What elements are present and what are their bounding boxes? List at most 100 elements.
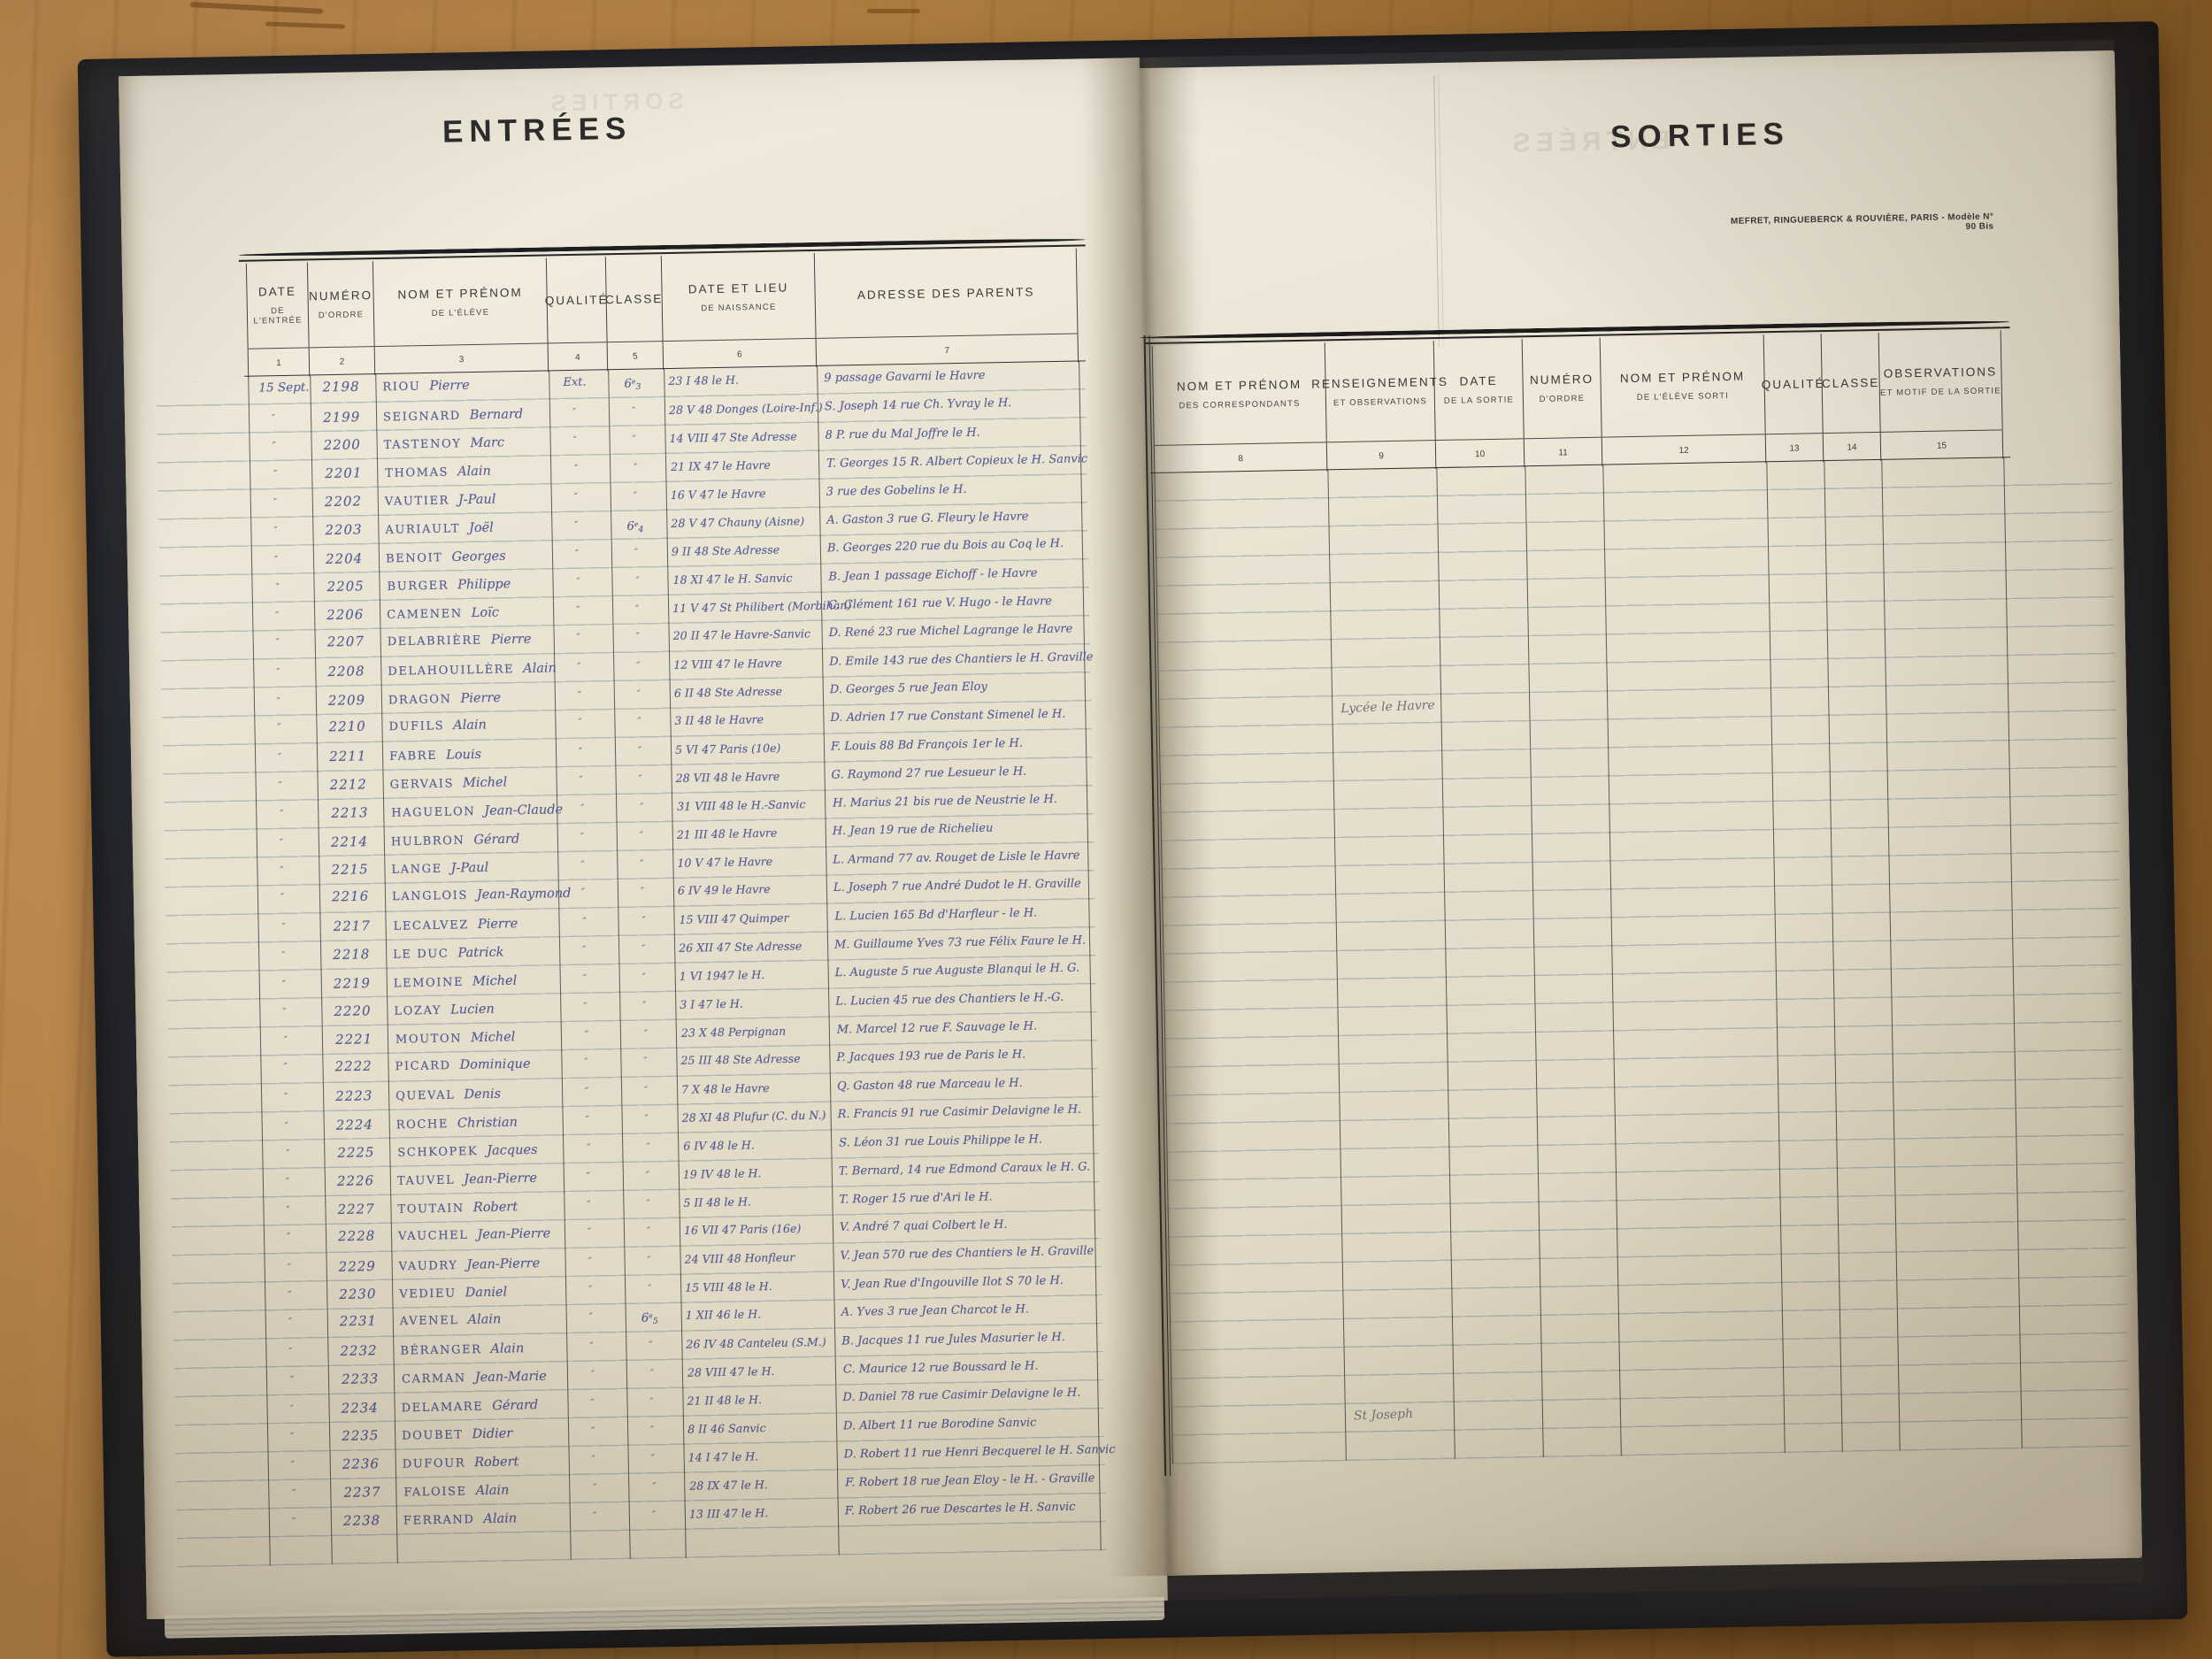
cell-date: ″ xyxy=(280,864,284,877)
cell-pupil-name: GERVAIS Michel xyxy=(382,767,557,799)
cell-birth: 20 II 47 le Havre-Sanvic xyxy=(672,626,811,642)
cell-pupil-name: VAUTIER J-Paul xyxy=(378,484,552,516)
cell-classe: ″ xyxy=(642,999,647,1011)
cell-qualite: ″ xyxy=(585,1113,589,1126)
wood-grain-streak xyxy=(867,9,920,13)
cell-classe: ″ xyxy=(636,659,641,672)
cell-qualite: ″ xyxy=(589,1340,594,1352)
column-rule xyxy=(1524,466,1544,1458)
pupil-last-name: CAMENEN xyxy=(387,607,463,622)
cell-num: 2198 xyxy=(322,378,360,396)
cell-birth: 16 V 47 le Havre xyxy=(670,486,766,502)
cell-num: 2222 xyxy=(334,1057,373,1075)
cell-date: ″ xyxy=(290,1458,296,1471)
cell-birth: 23 X 48 Perpignan xyxy=(680,1024,787,1040)
cell-address: F. Robert 26 rue Descartes le H. Sanvic xyxy=(844,1500,1076,1518)
cell-qualite: ″ xyxy=(576,575,580,588)
cell-date: ″ xyxy=(275,636,280,649)
cell-birth: 31 VIII 48 le H.-Sanvic xyxy=(677,797,806,813)
cell-date: ″ xyxy=(289,1402,294,1415)
pupil-first-name: Jean-Marie xyxy=(474,1369,547,1386)
cell-birth: 6 IV 49 le Havre xyxy=(677,882,771,897)
cell-qualite: ″ xyxy=(584,1085,589,1097)
cell-qualite: ″ xyxy=(584,1028,589,1041)
column-sublabel: DE L'ENTRÉE xyxy=(253,305,303,326)
cell-pupil-name: QUEVAL Denis xyxy=(388,1079,563,1110)
pupil-first-name: Pierre xyxy=(460,690,502,706)
column-header: NOM ET PRÉNOM DE L'ÉLÈVE xyxy=(373,257,549,347)
pupil-first-name: Denis xyxy=(464,1087,502,1102)
cell-num: 2238 xyxy=(342,1512,381,1529)
column-sublabel: DE L'ÉLÈVE xyxy=(431,307,490,319)
cell-qualite: ″ xyxy=(587,1141,591,1154)
classe-subscript: 4 xyxy=(638,524,644,535)
pupil-last-name: DRAGON xyxy=(388,693,452,708)
cell-birth: 1 VI 1947 le H. xyxy=(679,967,765,983)
column-label: QUALITÉ xyxy=(1761,376,1825,391)
cell-num: 2215 xyxy=(331,861,369,879)
column-label: DATE ET LIEU xyxy=(687,280,789,296)
cell-qualite: ″ xyxy=(580,802,585,814)
cell-pupil-name: SEIGNARD Bernard xyxy=(376,400,550,432)
column-number: 5 xyxy=(607,342,664,372)
cell-num: 2212 xyxy=(329,776,368,794)
cell-pupil-name: DUFOUR Robert xyxy=(395,1447,569,1479)
cell-classe: ″ xyxy=(649,1339,653,1351)
column-label: NUMÉRO xyxy=(1529,372,1594,387)
cell-date: ″ xyxy=(273,554,279,566)
pupil-first-name: Loïc xyxy=(471,605,500,621)
cell-qualite: ″ xyxy=(573,490,579,503)
cell-date: ″ xyxy=(272,440,276,452)
cell-date: ″ xyxy=(273,496,278,509)
cell-num: 2223 xyxy=(334,1087,373,1105)
column-label: NUMÉRO xyxy=(308,288,373,303)
cell-num: 2227 xyxy=(337,1201,375,1217)
cell-date: ″ xyxy=(280,808,284,820)
pupil-last-name: DUFILS xyxy=(388,719,445,734)
cell-classe: ″ xyxy=(640,857,644,870)
cell-pupil-name: DOUBET Didier xyxy=(395,1418,569,1450)
column-sublabel: D'ORDRE xyxy=(318,309,365,320)
cell-date: ″ xyxy=(277,721,281,733)
pupil-last-name: VAUCHEL xyxy=(397,1228,469,1244)
cell-num: 2209 xyxy=(327,692,366,709)
column-header: CLASSE xyxy=(605,256,664,342)
cell-date: ″ xyxy=(276,666,280,679)
cell-pupil-name: HAGUELON Jean-Claude xyxy=(384,795,563,827)
cell-num: 2229 xyxy=(338,1257,377,1275)
column-rule xyxy=(1880,459,1901,1451)
column-number: 13 xyxy=(1765,434,1824,464)
pupil-first-name: Christian xyxy=(457,1115,518,1132)
cell-pupil-name: SCHKOPEK Jacques xyxy=(390,1135,565,1167)
cell-birth: 3 II 48 le Havre xyxy=(674,712,764,727)
cell-pupil-name: LECALVEZ Pierre xyxy=(386,909,560,941)
cell-num: 2204 xyxy=(325,550,364,567)
column-number: 9 xyxy=(1326,441,1437,472)
column-label: RENSEIGNEMENTS xyxy=(1311,374,1449,391)
cell-num: 2226 xyxy=(336,1172,375,1189)
cell-birth: 15 VIII 48 le H. xyxy=(685,1279,772,1294)
column-header: QUALITÉ xyxy=(1761,334,1825,434)
cell-num: 2224 xyxy=(335,1116,374,1133)
cell-date: ″ xyxy=(284,1119,288,1132)
cell-pupil-name: DELAMARE Gérard xyxy=(394,1391,568,1423)
cell-num: 2213 xyxy=(331,804,369,822)
cell-qualite: ″ xyxy=(574,548,580,560)
pupil-last-name: LEMOINE xyxy=(393,975,465,991)
cell-classe: ″ xyxy=(643,1027,649,1040)
pupil-last-name: FALOISE xyxy=(403,1485,467,1500)
pupil-first-name: Gérard xyxy=(473,832,520,848)
cell-address: L. Joseph 7 rue André Dudot le H. Gravil… xyxy=(833,877,1081,895)
cell-qualite: ″ xyxy=(577,660,581,672)
cell-qualite: ″ xyxy=(582,915,587,927)
cell-num: 2205 xyxy=(326,578,365,595)
cell-birth: 7 X 48 le Havre xyxy=(680,1081,770,1096)
cell-pupil-name: LE DUC Patrick xyxy=(386,937,560,969)
cell-birth: 10 V 47 le Havre xyxy=(677,854,773,870)
cell-address: P. Jacques 193 rue de Paris le H. xyxy=(836,1048,1026,1064)
cell-pupil-name: LANGLOIS Jean-Raymond xyxy=(385,879,572,910)
pupil-first-name: Pierre xyxy=(429,378,470,394)
column-rule xyxy=(1601,465,1622,1456)
cell-date: ″ xyxy=(275,610,280,622)
column-label: DATE xyxy=(1459,373,1498,388)
